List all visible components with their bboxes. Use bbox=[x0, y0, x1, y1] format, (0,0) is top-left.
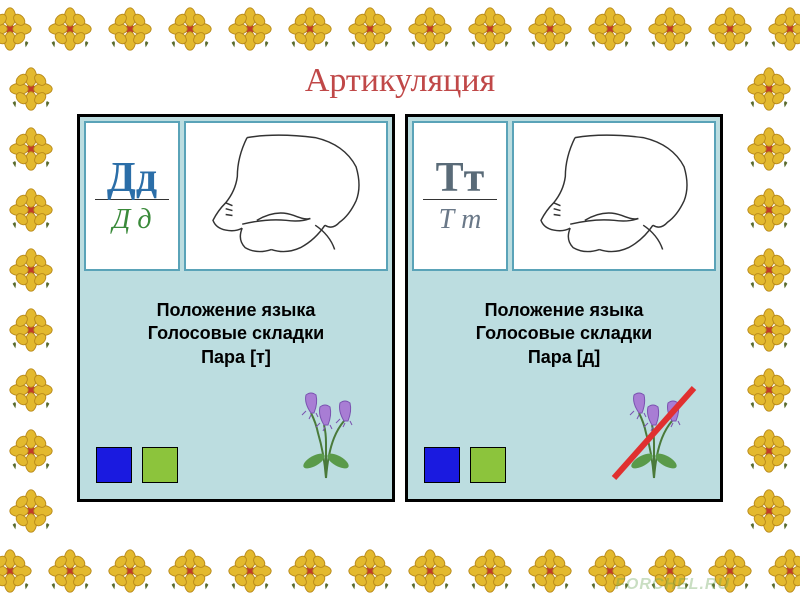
letter-box: Дд Д д bbox=[84, 121, 180, 271]
border-flower-icon bbox=[8, 307, 54, 353]
border-flower-icon bbox=[167, 6, 213, 52]
color-square-1 bbox=[96, 447, 132, 483]
border-flower-icon bbox=[407, 548, 453, 594]
color-square-1 bbox=[424, 447, 460, 483]
strike-line bbox=[604, 383, 704, 483]
border-flower-icon bbox=[8, 428, 54, 474]
panel-bottom-row bbox=[424, 383, 704, 483]
letter-script: Т т bbox=[439, 204, 482, 236]
panel-bottom-row bbox=[96, 383, 376, 483]
letter-box: Тт Т т bbox=[412, 121, 508, 271]
border-flower-icon bbox=[107, 548, 153, 594]
border-flower-icon bbox=[746, 126, 792, 172]
border-flower-icon bbox=[8, 187, 54, 233]
border-flower-icon bbox=[746, 428, 792, 474]
border-flower-icon bbox=[746, 66, 792, 112]
border-flower-icon bbox=[746, 367, 792, 413]
panels-row: Дд Д д Положение языка Голосовые складки… bbox=[62, 114, 738, 502]
label-line-2: Голосовые складки bbox=[80, 322, 392, 345]
border-flower-icon bbox=[47, 548, 93, 594]
border-flower-icon bbox=[8, 488, 54, 534]
border-flower-icon bbox=[587, 6, 633, 52]
border-flower-icon bbox=[8, 126, 54, 172]
border-flower-icon bbox=[407, 6, 453, 52]
border-flower-icon bbox=[287, 548, 333, 594]
label-line-2: Голосовые складки bbox=[408, 322, 720, 345]
color-square-2 bbox=[142, 447, 178, 483]
page-title: Артикуляция bbox=[62, 62, 738, 100]
color-square-2 bbox=[470, 447, 506, 483]
slide-root: Артикуляция Дд Д д Положение языка Голос… bbox=[0, 0, 800, 600]
panel-top-row: Дд Д д bbox=[80, 117, 392, 277]
border-flower-icon bbox=[227, 548, 273, 594]
border-flower-icon bbox=[746, 307, 792, 353]
border-flower-icon bbox=[527, 548, 573, 594]
mouth-diagram bbox=[184, 121, 388, 271]
panel-right: Тт Т т Положение языка Голосовые складки… bbox=[405, 114, 723, 502]
border-flower-icon bbox=[107, 6, 153, 52]
panel-left: Дд Д д Положение языка Голосовые складки… bbox=[77, 114, 395, 502]
border-flower-icon bbox=[347, 548, 393, 594]
color-squares bbox=[96, 447, 178, 483]
border-flower-icon bbox=[347, 6, 393, 52]
bellflower-icon bbox=[604, 383, 704, 483]
letter-print: Дд bbox=[95, 157, 169, 200]
border-flower-icon bbox=[8, 247, 54, 293]
border-flower-icon bbox=[0, 548, 33, 594]
border-flower-icon bbox=[0, 6, 33, 52]
border-flower-icon bbox=[746, 247, 792, 293]
border-flower-icon bbox=[8, 367, 54, 413]
border-flower-icon bbox=[467, 6, 513, 52]
border-flower-icon bbox=[467, 548, 513, 594]
label-line-1: Положение языка bbox=[408, 299, 720, 322]
label-line-1: Положение языка bbox=[80, 299, 392, 322]
border-flower-icon bbox=[707, 6, 753, 52]
panel-top-row: Тт Т т bbox=[408, 117, 720, 277]
border-flower-icon bbox=[47, 6, 93, 52]
watermark: FORCHEL.RU bbox=[615, 576, 730, 594]
mouth-diagram bbox=[512, 121, 716, 271]
content-area: Артикуляция Дд Д д Положение языка Голос… bbox=[62, 58, 738, 542]
letter-script: Д д bbox=[113, 204, 152, 236]
letter-print: Тт bbox=[423, 157, 497, 200]
panel-labels: Положение языка Голосовые складки Пара [… bbox=[408, 299, 720, 369]
label-line-3: Пара [д] bbox=[408, 346, 720, 369]
border-flower-icon bbox=[746, 488, 792, 534]
border-flower-icon bbox=[167, 548, 213, 594]
border-flower-icon bbox=[527, 6, 573, 52]
label-line-3: Пара [т] bbox=[80, 346, 392, 369]
border-flower-icon bbox=[647, 6, 693, 52]
color-squares bbox=[424, 447, 506, 483]
bellflower-icon bbox=[276, 383, 376, 483]
border-flower-icon bbox=[746, 187, 792, 233]
border-flower-icon bbox=[8, 66, 54, 112]
panel-labels: Положение языка Голосовые складки Пара [… bbox=[80, 299, 392, 369]
border-flower-icon bbox=[767, 548, 800, 594]
border-flower-icon bbox=[227, 6, 273, 52]
border-flower-icon bbox=[287, 6, 333, 52]
border-flower-icon bbox=[767, 6, 800, 52]
